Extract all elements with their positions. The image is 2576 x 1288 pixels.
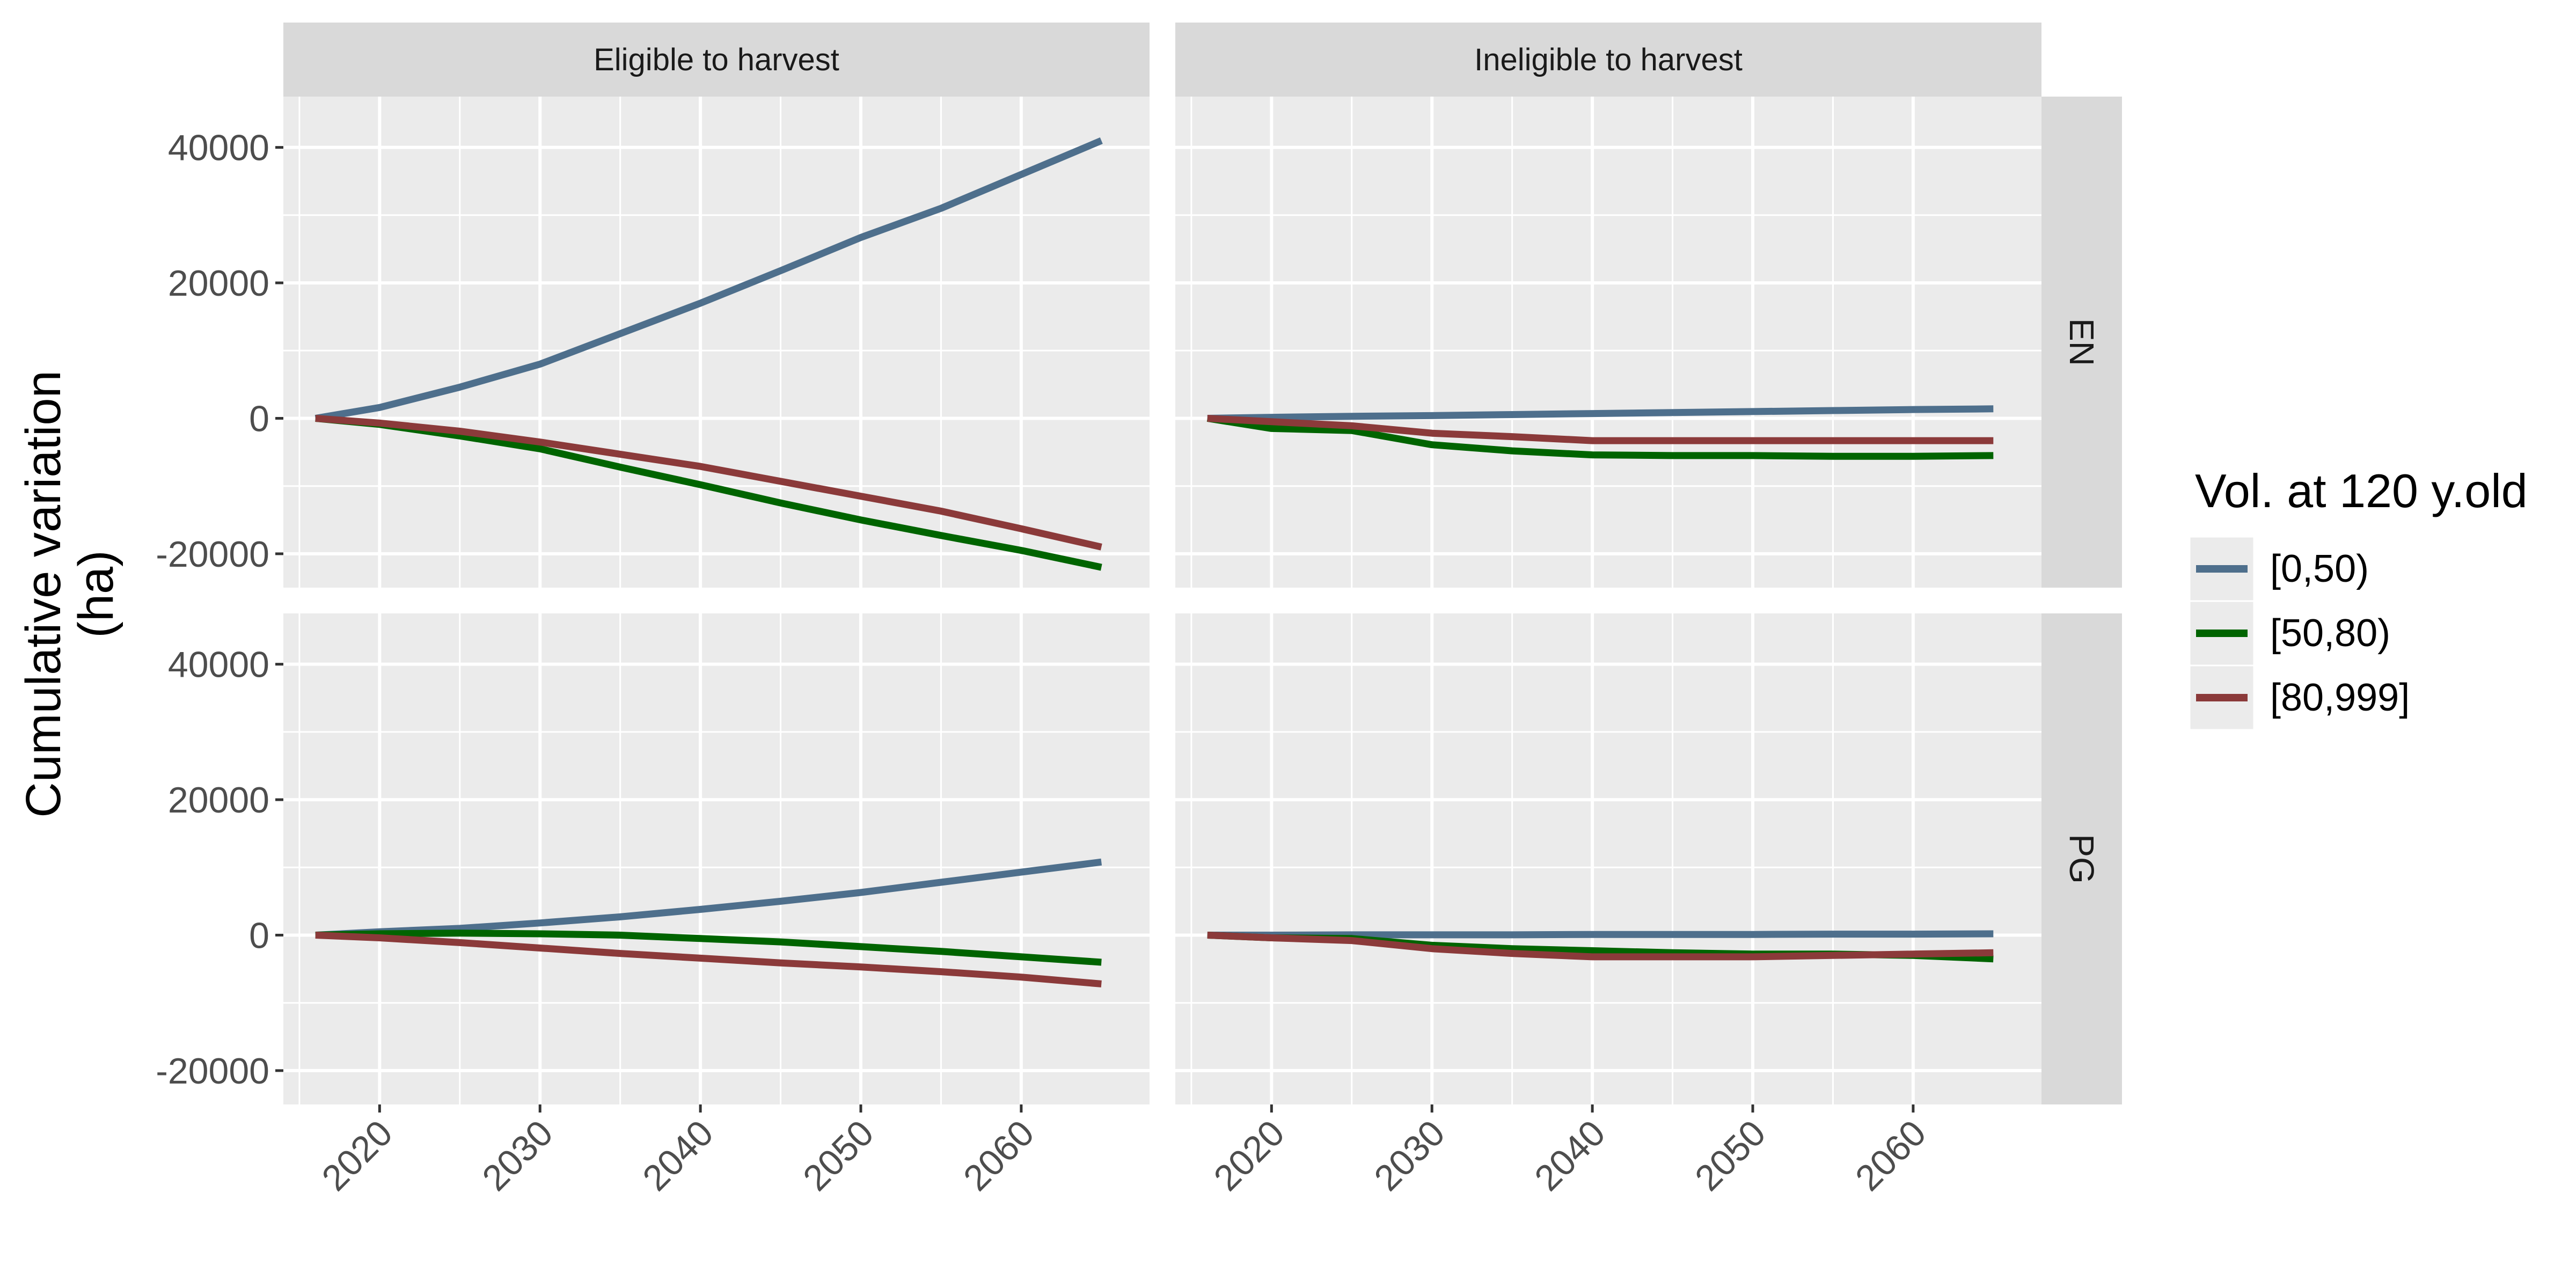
series-line-0-50: [315, 858, 1102, 939]
series-line-0-50: [314, 137, 1103, 422]
plot-panels: [283, 97, 2041, 1104]
panel-en-ineligible-to-harvest: [1175, 97, 2041, 588]
strip-background: [2041, 97, 2122, 588]
legend-label: [0,50): [2270, 547, 2369, 590]
y-tick-label: 20000: [168, 263, 269, 304]
strip-background: [2041, 613, 2122, 1104]
y-tick-label: -20000: [156, 534, 269, 575]
x-tick-label: 2030: [1366, 1113, 1453, 1199]
strip-label: PG: [2062, 834, 2101, 883]
panel-background: [1175, 97, 2041, 588]
panel-pg-ineligible-to-harvest: [1175, 613, 2041, 1104]
x-tick-label: 2060: [956, 1113, 1042, 1199]
strip-label: EN: [2062, 318, 2101, 366]
panel-background: [283, 613, 1150, 1104]
strip-background: [1175, 23, 2041, 97]
y-tick-label: 20000: [168, 780, 269, 821]
y-axis-title-line-2: (ha): [69, 550, 123, 638]
legend-title: Vol. at 120 y.old: [2195, 464, 2528, 517]
series-line-80-999: [315, 932, 1102, 987]
strip-column-eligible-to-harvest: Eligible to harvest: [283, 23, 1150, 97]
x-tick-label: 2040: [635, 1113, 721, 1199]
strip-row-pg: PG: [2041, 613, 2122, 1104]
y-tick-label: -20000: [156, 1051, 269, 1092]
x-tick-label: 2020: [314, 1113, 400, 1199]
series-line-80-999: [1207, 415, 1994, 444]
x-tick-label: 2060: [1848, 1113, 1934, 1199]
legend-label: [50,80): [2270, 612, 2390, 655]
y-axis-title: Cumulative variation (ha): [16, 370, 123, 817]
legend-item-80-999: [80,999]: [2189, 664, 2410, 731]
series-line-50-80: [315, 930, 1102, 966]
x-tick-label: 2040: [1527, 1113, 1613, 1199]
series-line-50-80: [315, 415, 1102, 571]
y-tick-label: 0: [249, 398, 269, 439]
legend: Vol. at 120 y.old [0,50) [50,80) [80,999]: [2189, 464, 2528, 731]
x-tick-label: 2020: [1206, 1113, 1292, 1199]
strip-label: Eligible to harvest: [594, 42, 839, 77]
x-tick-label: 2050: [795, 1113, 882, 1199]
panel-background: [1175, 613, 2041, 1104]
panel-en-eligible-to-harvest: [283, 97, 1150, 588]
y-axis-title-line-1: Cumulative variation: [16, 370, 71, 817]
x-tick-label: 2030: [474, 1113, 561, 1199]
series-line-0-50: [1207, 405, 1994, 422]
axis-ticks: -20000 0 20000 40000 -20000 0 20000 40000 2020 20…: [156, 128, 1934, 1199]
strip-background: [283, 23, 1150, 97]
strip-column-ineligible-to-harvest: Ineligible to harvest: [1175, 23, 2041, 97]
series-line-50-80: [1206, 415, 1994, 460]
series-line-80-999: [1207, 932, 1994, 961]
y-tick-label: 40000: [168, 645, 269, 685]
y-tick-label: 0: [249, 915, 269, 956]
legend-item-50-80: [50,80): [2189, 600, 2390, 667]
y-tick-label: 40000: [168, 128, 269, 169]
series-line-80-999: [315, 415, 1102, 551]
strip-label: Ineligible to harvest: [1474, 42, 1743, 77]
legend-label: [80,999]: [2270, 676, 2410, 719]
legend-item-0-50: [0,50): [2189, 536, 2369, 602]
strip-row-en: EN: [2041, 97, 2122, 588]
panel-pg-eligible-to-harvest: [283, 613, 1150, 1104]
facet-strips: Eligible to harvest Ineligible to harvest…: [283, 23, 2122, 1104]
x-tick-label: 2050: [1687, 1113, 1774, 1199]
